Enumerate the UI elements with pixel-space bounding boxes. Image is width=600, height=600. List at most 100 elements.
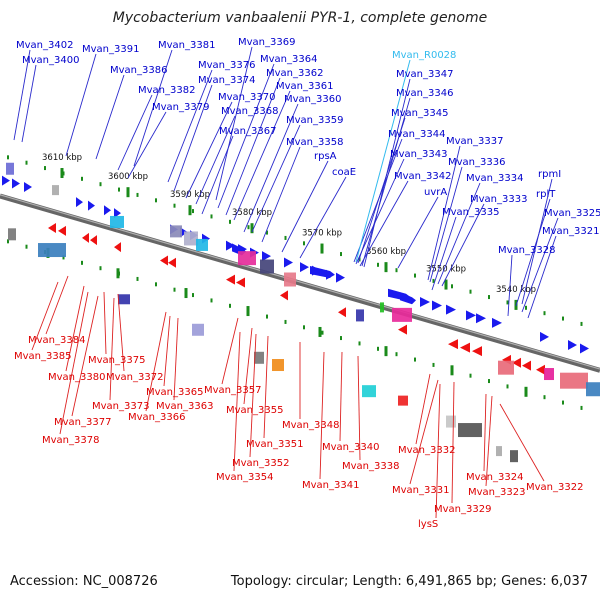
forward-leader-line: [167, 69, 213, 183]
reverse-leader-line: [485, 395, 493, 487]
forward-arrow: [284, 257, 293, 268]
feature-block: [118, 294, 130, 305]
forward-gene-label: Mvan_3400: [22, 55, 79, 66]
feature-block: [356, 309, 364, 322]
reverse-gene-label: Mvan_3357: [204, 385, 261, 396]
reverse-arrow: [448, 339, 458, 350]
kbp-tick: [320, 243, 324, 254]
reverse-arrow: [168, 257, 176, 268]
forward-gene-label: Mvan_3360: [284, 94, 341, 105]
forward-gene-label: rpsA: [314, 151, 337, 162]
reverse-leader-line: [71, 295, 99, 417]
reverse-arrow: [280, 290, 288, 301]
genome-summary-text: Topology: circular; Length: 6,491,865 bp…: [230, 574, 588, 589]
reverse-gene-label: Mvan_3385: [14, 351, 71, 362]
reverse-gene-label: lysS: [418, 519, 438, 530]
reverse-leader-line: [117, 293, 125, 372]
accession-text: Accession: NC_008726: [10, 574, 158, 589]
feature-block: [196, 238, 208, 251]
reverse-leader-line: [103, 291, 107, 355]
reverse-leader-line: [221, 317, 239, 385]
kbp-tick: [444, 279, 448, 290]
reverse-leader-line: [59, 291, 89, 435]
forward-gene-label: Mvan_3367: [219, 126, 276, 137]
kbp-tick: [250, 223, 254, 234]
feature-block: [498, 360, 514, 375]
reverse-arrow: [460, 342, 470, 353]
kbp-tick: [184, 288, 188, 299]
forward-leader-line: [437, 182, 481, 285]
forward-leader-line: [21, 64, 37, 143]
forward-gene-label: Mvan_3381: [158, 40, 215, 51]
reverse-gene-label: Mvan_3323: [468, 487, 525, 498]
rna-gene-label: Mvan_R0028: [392, 50, 456, 61]
reverse-leader-line: [145, 311, 167, 412]
reverse-leader-line: [65, 285, 85, 372]
forward-arrow: [446, 304, 456, 315]
reverse-gene-label: Mvan_3351: [246, 439, 303, 450]
reverse-arrow: [512, 357, 521, 368]
reverse-leader-line: [339, 351, 343, 442]
reverse-leader-line: [173, 317, 179, 401]
forward-gene-label: Mvan_3342: [394, 171, 451, 182]
forward-leader-line: [281, 160, 329, 253]
forward-arrow: [88, 200, 95, 211]
feature-block: [8, 228, 16, 241]
reverse-arrow: [472, 346, 482, 357]
forward-leader-line: [429, 166, 463, 283]
forward-leader-line: [299, 176, 347, 259]
forward-leader-line: [353, 138, 403, 263]
feature-block: [238, 251, 256, 266]
forward-leader-line: [117, 94, 153, 171]
forward-leader-line: [261, 146, 301, 243]
forward-leader-line: [431, 216, 457, 291]
reverse-leader-line: [435, 383, 441, 519]
forward-gene-label: Mvan_3334: [466, 173, 523, 184]
reverse-gene-label: Mvan_3384: [28, 335, 85, 346]
forward-gene-label: Mvan_3386: [110, 65, 167, 76]
reverse-gene-label: Mvan_3348: [282, 420, 339, 431]
forward-leader-line: [397, 196, 439, 269]
feature-block: [510, 450, 518, 463]
kbp-tick: [246, 306, 250, 317]
forward-leader-line: [359, 180, 409, 267]
reverse-gene-label: Mvan_3338: [342, 461, 399, 472]
genome-backbone: [0, 193, 600, 373]
rna-leader-line: [355, 59, 411, 263]
forward-leader-line: [217, 63, 275, 209]
reverse-arrow: [522, 360, 531, 371]
forward-arrow: [76, 197, 83, 208]
kbp-tick: [384, 346, 388, 357]
forward-gene-label: Mvan_3344: [388, 129, 445, 140]
forward-gene-label: Mvan_3325: [544, 208, 600, 219]
reverse-arrow: [236, 277, 245, 288]
kbp-tick: [384, 262, 388, 273]
reverse-gene-label: Mvan_3331: [392, 485, 449, 496]
reverse-arrow: [398, 324, 407, 335]
forward-arrow: [226, 240, 235, 251]
forward-gene-label: Mvan_3368: [221, 106, 278, 117]
forward-arrow: [432, 300, 442, 311]
forward-leader-line: [355, 158, 405, 265]
forward-gene-label: Mvan_3376: [198, 60, 255, 71]
kbp-tick: [188, 205, 192, 216]
reverse-gene-label: Mvan_3366: [128, 412, 185, 423]
forward-arrow: [310, 266, 334, 279]
feature-block: [284, 272, 296, 287]
forward-gene-label: Mvan_3336: [448, 157, 505, 168]
forward-arrow: [580, 343, 589, 354]
forward-leader-line: [173, 84, 213, 192]
forward-arrow: [540, 331, 549, 342]
reverse-gene-label: Mvan_3377: [54, 417, 111, 428]
forward-leader-line: [521, 178, 553, 305]
reverse-arrow: [90, 235, 97, 246]
reverse-leader-line: [233, 331, 241, 472]
forward-arrow: [568, 340, 577, 351]
forward-arrow: [24, 181, 32, 192]
kbp-tick: [126, 187, 130, 198]
feature-block: [392, 307, 412, 322]
reverse-arrow: [114, 242, 121, 253]
forward-leader-line: [233, 90, 291, 221]
feature-block: [544, 368, 554, 381]
forward-gene-label: Mvan_3382: [138, 85, 195, 96]
